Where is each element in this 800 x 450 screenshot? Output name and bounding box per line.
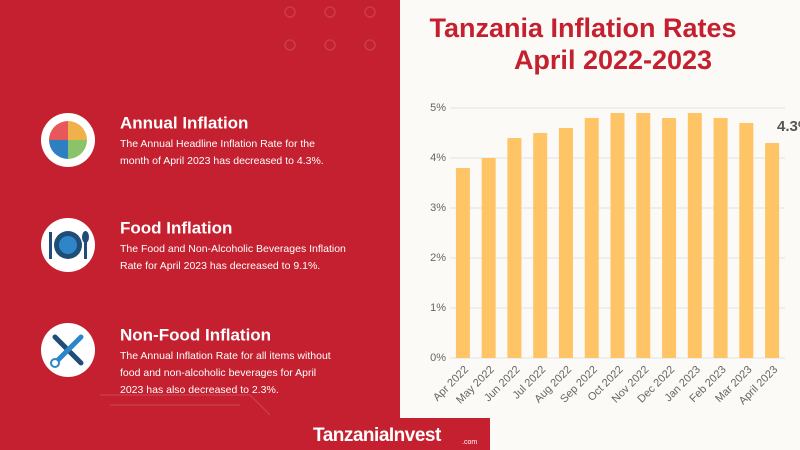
bar xyxy=(558,128,573,358)
bar xyxy=(481,158,496,358)
icon-annual xyxy=(41,113,95,167)
bar xyxy=(533,133,548,358)
bar xyxy=(610,113,625,358)
bar xyxy=(584,118,599,358)
logo-box xyxy=(305,418,490,450)
section-text: 2023 has also decreased to 2.3%. xyxy=(120,384,279,396)
y-tick-label: 4% xyxy=(430,152,446,164)
section-text: food and non-alcoholic beverages for Apr… xyxy=(120,367,316,379)
y-tick-label: 1% xyxy=(430,302,446,314)
section-text: Rate for April 2023 has decreased to 9.1… xyxy=(120,260,320,272)
section-text: month of April 2023 has decreased to 4.3… xyxy=(120,155,324,167)
value-label: 4.3% xyxy=(777,118,800,135)
y-tick-label: 2% xyxy=(430,252,446,264)
bar xyxy=(662,118,677,358)
section-heading: Food Inflation xyxy=(120,218,232,237)
bar xyxy=(687,113,702,358)
bar xyxy=(739,123,754,358)
decoration xyxy=(100,6,376,416)
y-tick-label: 5% xyxy=(430,102,446,114)
bar xyxy=(455,168,470,358)
bar xyxy=(713,118,728,358)
section-heading: Non-Food Inflation xyxy=(120,325,271,344)
bar xyxy=(507,138,522,358)
section-text: The Annual Inflation Rate for all items … xyxy=(120,350,331,362)
y-tick-label: 0% xyxy=(430,352,446,364)
logo-suffix: .com xyxy=(462,439,477,446)
icon-nonfood xyxy=(41,323,95,377)
icon-food xyxy=(41,218,95,272)
bar xyxy=(765,143,780,358)
chart-title: Tanzania Inflation Rates xyxy=(429,13,736,43)
logo: TanzaniaInvest xyxy=(313,425,442,446)
chart-subtitle: April 2022-2023 xyxy=(514,45,712,75)
y-tick-label: 3% xyxy=(430,202,446,214)
bar xyxy=(636,113,651,358)
section-text: The Food and Non-Alcoholic Beverages Inf… xyxy=(120,243,346,255)
section-heading: Annual Inflation xyxy=(120,113,248,132)
section-text: The Annual Headline Inflation Rate for t… xyxy=(120,138,315,150)
